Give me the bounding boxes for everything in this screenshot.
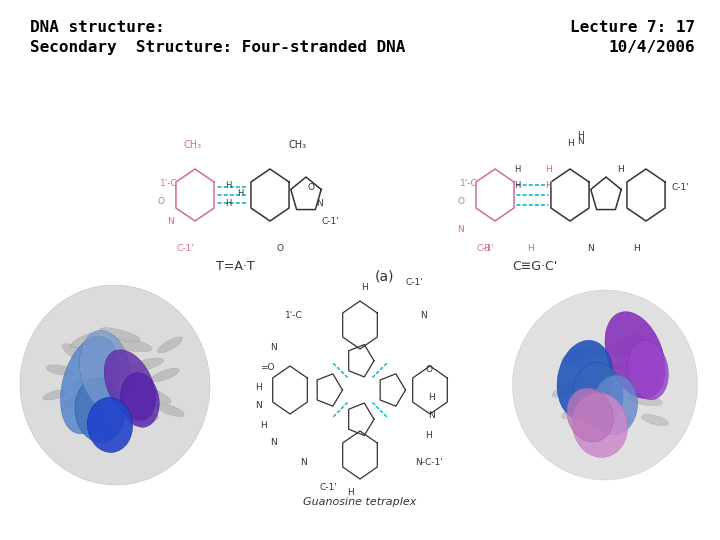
Ellipse shape	[573, 362, 623, 428]
Text: CH₃: CH₃	[289, 140, 307, 150]
Ellipse shape	[75, 377, 125, 442]
Text: N-C-1': N-C-1'	[415, 458, 443, 467]
Ellipse shape	[60, 336, 120, 434]
Text: N: N	[270, 438, 276, 447]
Text: H: H	[616, 165, 624, 174]
Ellipse shape	[71, 332, 99, 348]
Ellipse shape	[43, 390, 67, 400]
Ellipse shape	[99, 328, 140, 342]
Text: C-1': C-1'	[322, 218, 340, 226]
Text: N: N	[167, 218, 174, 226]
Ellipse shape	[567, 388, 613, 442]
Ellipse shape	[94, 392, 126, 418]
Text: T=A·T: T=A·T	[216, 260, 254, 273]
Text: 10/4/2006: 10/4/2006	[608, 40, 695, 55]
Text: (a): (a)	[375, 270, 395, 284]
Text: H: H	[567, 139, 573, 148]
Text: O: O	[308, 184, 315, 192]
Text: DNA structure:: DNA structure:	[30, 20, 165, 35]
Text: O: O	[457, 198, 464, 206]
Text: H: H	[237, 190, 243, 199]
Ellipse shape	[139, 386, 171, 404]
Text: N: N	[316, 199, 323, 208]
Ellipse shape	[561, 346, 599, 364]
Text: H: H	[428, 393, 435, 402]
Text: H: H	[633, 244, 639, 253]
Ellipse shape	[614, 334, 646, 346]
Ellipse shape	[79, 330, 130, 410]
Ellipse shape	[628, 340, 668, 400]
Text: H: H	[514, 165, 520, 174]
Ellipse shape	[121, 414, 158, 426]
Text: H: H	[225, 199, 231, 208]
Text: H: H	[484, 244, 490, 253]
Text: N: N	[270, 343, 276, 352]
Ellipse shape	[84, 422, 117, 437]
Ellipse shape	[552, 383, 578, 397]
Ellipse shape	[158, 337, 182, 353]
Text: C-1': C-1'	[176, 244, 194, 253]
Text: N: N	[255, 401, 262, 410]
Text: 1'-C: 1'-C	[460, 179, 478, 187]
Text: C≡G·C': C≡G·C'	[513, 260, 557, 273]
Text: N: N	[420, 311, 427, 320]
Text: O: O	[157, 198, 164, 206]
Ellipse shape	[616, 363, 653, 377]
Ellipse shape	[605, 312, 665, 399]
Ellipse shape	[73, 373, 107, 388]
Text: C-1': C-1'	[476, 244, 494, 253]
Text: O: O	[425, 365, 432, 374]
Text: N: N	[300, 458, 307, 467]
Text: C-1': C-1'	[671, 184, 689, 192]
Ellipse shape	[599, 343, 641, 356]
Ellipse shape	[121, 373, 159, 427]
Text: N: N	[577, 137, 583, 146]
Text: 1'-C: 1'-C	[285, 311, 302, 320]
Text: 1'-C: 1'-C	[160, 179, 178, 187]
Ellipse shape	[104, 350, 156, 420]
Ellipse shape	[108, 339, 152, 352]
Text: H: H	[346, 488, 354, 497]
Text: H: H	[526, 244, 534, 253]
Ellipse shape	[156, 403, 184, 417]
Text: C-1': C-1'	[405, 278, 423, 287]
Ellipse shape	[598, 417, 631, 433]
Text: H: H	[255, 383, 262, 392]
Ellipse shape	[150, 368, 179, 382]
Ellipse shape	[46, 365, 74, 375]
Ellipse shape	[572, 393, 628, 457]
Ellipse shape	[513, 290, 698, 480]
Ellipse shape	[584, 398, 616, 422]
Text: Secondary  Structure: Four-stranded DNA: Secondary Structure: Four-stranded DNA	[30, 40, 405, 55]
Text: H: H	[577, 131, 583, 140]
Text: N: N	[456, 225, 464, 234]
Text: H: H	[514, 180, 520, 190]
Text: CH₃: CH₃	[184, 140, 202, 150]
Text: N: N	[587, 244, 593, 253]
Text: H: H	[361, 283, 369, 292]
Text: H: H	[425, 431, 432, 440]
Text: H: H	[225, 181, 231, 191]
Ellipse shape	[557, 340, 613, 420]
Ellipse shape	[87, 397, 132, 453]
Ellipse shape	[127, 358, 163, 372]
Text: N: N	[428, 411, 435, 420]
Ellipse shape	[628, 394, 662, 406]
Ellipse shape	[20, 285, 210, 485]
Text: H: H	[260, 421, 266, 430]
Ellipse shape	[562, 402, 588, 418]
Text: Lecture 7: 17: Lecture 7: 17	[570, 20, 695, 35]
Ellipse shape	[63, 344, 98, 366]
Ellipse shape	[593, 375, 638, 435]
Text: C-1': C-1'	[320, 483, 338, 492]
Ellipse shape	[642, 414, 669, 426]
Text: Guanosine tetraplex: Guanosine tetraplex	[303, 497, 417, 507]
Ellipse shape	[578, 373, 611, 388]
Text: =O: =O	[260, 363, 274, 372]
Text: O: O	[276, 244, 284, 253]
Ellipse shape	[631, 368, 660, 382]
Text: H: H	[544, 180, 552, 190]
Text: H: H	[544, 165, 552, 174]
Ellipse shape	[63, 390, 88, 409]
